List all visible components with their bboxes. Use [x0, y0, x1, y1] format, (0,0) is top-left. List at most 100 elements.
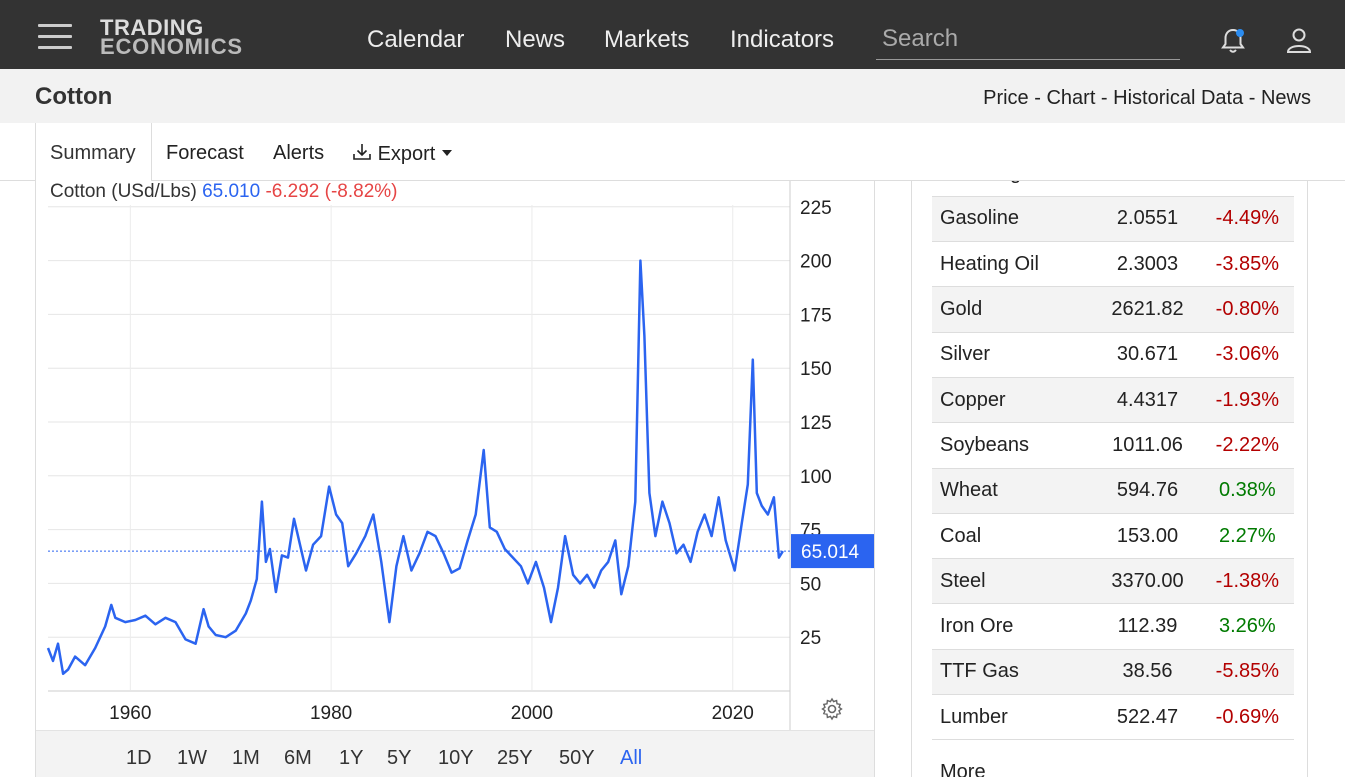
commodity-change: -3.85%: [1200, 241, 1294, 288]
table-row[interactable]: TTF Gas 38.56 -5.85%: [932, 649, 1294, 696]
y-tick-label: 25: [800, 628, 821, 649]
commodity-price: 1011.06: [1094, 422, 1201, 469]
commodity-change: -2.22%: [1200, 422, 1294, 469]
chart-settings-gear-icon[interactable]: [820, 697, 844, 721]
commodity-name[interactable]: Copper: [932, 377, 1095, 424]
nav-link-indicators[interactable]: Indicators: [730, 26, 835, 53]
logo-line1: TRADING: [100, 15, 204, 40]
search-input[interactable]: [876, 18, 1180, 60]
last-value-label: 65.014: [801, 542, 860, 563]
x-tick-label: 1960: [109, 703, 151, 724]
table-row[interactable]: Coal 153.00 2.27%: [932, 513, 1294, 560]
user-account-icon[interactable]: [1285, 26, 1313, 54]
x-tick-label: 2020: [712, 703, 754, 724]
commodity-price: 522.47: [1094, 694, 1201, 741]
price-series-line: [46, 259, 784, 676]
x-tick-label: 2000: [511, 703, 553, 724]
export-dropdown[interactable]: Export: [352, 142, 453, 166]
commodity-price: 38.56: [1094, 649, 1201, 696]
commodity-name[interactable]: Coal: [932, 513, 1095, 560]
y-tick-label: 50: [800, 574, 821, 595]
commodity-name[interactable]: Soybeans: [932, 422, 1095, 469]
range-button-5y[interactable]: 5Y: [387, 747, 412, 769]
table-row[interactable]: Steel 3370.00 -1.38%: [932, 558, 1294, 605]
export-label: Export: [377, 143, 436, 165]
nav-link-news[interactable]: News: [505, 26, 566, 53]
range-button-1d[interactable]: 1D: [126, 747, 152, 769]
y-tick-label: 100: [800, 467, 832, 488]
range-button-1y[interactable]: 1Y: [339, 747, 364, 769]
commodity-change: -0.69%: [1200, 694, 1294, 741]
commodity-name[interactable]: Iron Ore: [932, 603, 1095, 650]
hamburger-menu-icon[interactable]: [38, 24, 72, 50]
tab-forecast[interactable]: Forecast: [166, 142, 244, 164]
site-logo[interactable]: TRADING ECONOMICS: [100, 15, 243, 58]
commodity-name[interactable]: TTF Gas: [932, 649, 1095, 696]
chart-series-name: Cotton (USd/Lbs): [50, 181, 197, 202]
commodity-price: 2.0551: [1094, 196, 1201, 243]
commodity-price: 3370.00: [1094, 558, 1201, 605]
separator: -: [1243, 87, 1261, 109]
range-button-1m[interactable]: 1M: [232, 747, 260, 769]
table-row[interactable]: Iron Ore 112.39 3.26%: [932, 603, 1294, 650]
last-value-badge: [791, 534, 874, 569]
more-link[interactable]: More: [940, 761, 986, 777]
nav-link-calendar[interactable]: Calendar: [367, 26, 465, 53]
commodity-price: 594.76: [1094, 468, 1201, 514]
page-header: Cotton Price - Chart - Historical Data -…: [0, 69, 1345, 123]
commodities-table: Natural gas2.7099-1.31%Gasoline2.0551-4.…: [932, 181, 1294, 741]
chart-price: 65.010: [202, 181, 261, 202]
commodity-change: -4.49%: [1200, 196, 1294, 243]
commodity-name[interactable]: Gold: [932, 286, 1095, 333]
caret-down-icon: [441, 150, 452, 156]
commodity-name[interactable]: Steel: [932, 558, 1095, 605]
link-price[interactable]: Price: [983, 87, 1029, 109]
range-button-1w[interactable]: 1W: [177, 747, 207, 769]
table-row[interactable]: Heating Oil 2.3003 -3.85%: [932, 241, 1294, 288]
commodity-change: -5.85%: [1200, 649, 1294, 696]
page-title: Cotton: [35, 83, 113, 110]
y-tick-label: 200: [800, 252, 832, 273]
range-button-all[interactable]: All: [620, 747, 643, 769]
commodities-panel: Natural gas2.7099-1.31%Gasoline2.0551-4.…: [911, 181, 1308, 777]
commodity-change: 0.38%: [1200, 468, 1294, 514]
table-row[interactable]: Soybeans 1011.06 -2.22%: [932, 422, 1294, 469]
range-button-10y[interactable]: 10Y: [438, 747, 474, 769]
tab-alerts[interactable]: Alerts: [273, 142, 325, 164]
section-links: Price - Chart - Historical Data - News: [983, 87, 1311, 110]
commodity-change: -0.80%: [1200, 286, 1294, 333]
commodity-name[interactable]: Gasoline: [932, 196, 1095, 243]
link-historical-data[interactable]: Historical Data: [1113, 87, 1244, 109]
range-button-25y[interactable]: 25Y: [497, 747, 533, 769]
nav-link-markets[interactable]: Markets: [604, 26, 690, 53]
y-tick-label: 150: [800, 359, 832, 380]
commodity-name[interactable]: Natural gas: [932, 181, 1095, 197]
commodity-name[interactable]: Silver: [932, 332, 1095, 378]
top-navbar: TRADING ECONOMICS Calendar News Markets …: [0, 0, 1345, 69]
link-news[interactable]: News: [1260, 87, 1311, 109]
y-tick-label: 175: [800, 305, 832, 326]
commodity-price: 112.39: [1094, 603, 1201, 650]
commodity-change: -1.93%: [1200, 377, 1294, 424]
range-button-50y[interactable]: 50Y: [559, 747, 595, 769]
commodity-price: 153.00: [1094, 513, 1201, 560]
commodity-name[interactable]: Lumber: [932, 694, 1095, 741]
commodity-name[interactable]: Heating Oil: [932, 241, 1095, 288]
chart-tabs: Summary Forecast Alerts Export: [0, 123, 1345, 181]
table-row[interactable]: Gasoline 2.0551 -4.49%: [932, 196, 1294, 243]
table-row[interactable]: Natural gas2.7099-1.31%: [932, 181, 1294, 197]
commodity-change: -1.31%: [1200, 181, 1294, 197]
tab-summary[interactable]: Summary: [50, 142, 136, 164]
link-chart[interactable]: Chart: [1046, 87, 1096, 109]
table-row[interactable]: Lumber 522.47 -0.69%: [932, 694, 1294, 741]
table-row[interactable]: Silver 30.671 -3.06%: [932, 332, 1294, 378]
commodity-price: 30.671: [1094, 332, 1201, 378]
commodity-name[interactable]: Wheat: [932, 468, 1095, 514]
table-row[interactable]: Gold 2621.82 -0.80%: [932, 286, 1294, 333]
range-button-6m[interactable]: 6M: [284, 747, 312, 769]
notification-bell-icon[interactable]: [1218, 26, 1248, 56]
table-row[interactable]: Wheat 594.76 0.38%: [932, 468, 1294, 514]
table-row[interactable]: Copper 4.4317 -1.93%: [932, 377, 1294, 424]
separator: -: [1028, 87, 1047, 109]
